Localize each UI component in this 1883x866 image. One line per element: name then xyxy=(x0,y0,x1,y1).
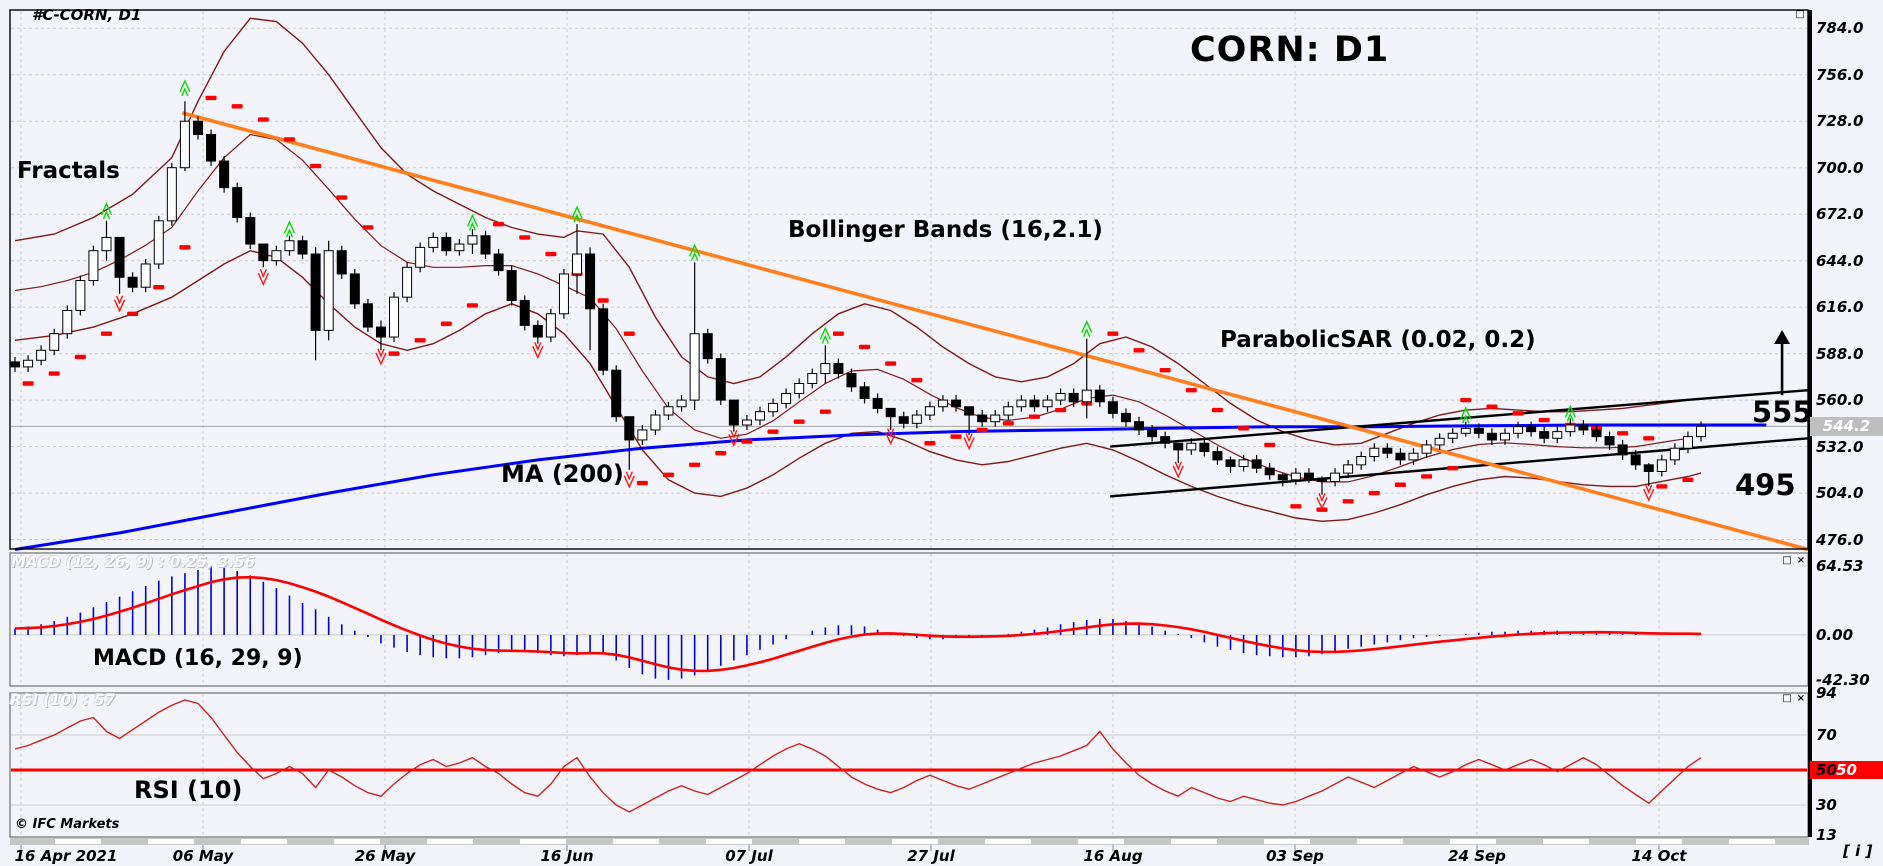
price-axis-label: 672.0 xyxy=(1816,205,1864,224)
ma200-line xyxy=(14,423,1767,551)
price-axis-label: 616.0 xyxy=(1816,298,1864,317)
horizontal-scrollbar[interactable] xyxy=(10,838,1809,845)
annotation-parabolic-sar: ParabolicSAR (0.02, 0.2) xyxy=(1220,327,1536,353)
scrollbar-segment[interactable] xyxy=(1171,839,1217,844)
current-price-tag: 544.2 xyxy=(1810,417,1883,436)
up-arrow xyxy=(1774,330,1791,396)
price-axis-label: 644.0 xyxy=(1816,251,1864,270)
scrollbar-segment[interactable] xyxy=(427,839,473,844)
price-axis-label: 784.0 xyxy=(1816,19,1864,38)
scrollbar-segment[interactable] xyxy=(1357,839,1403,844)
symbol-label: #C-CORN, D1 xyxy=(32,6,142,24)
time-axis-label: 14 Oct xyxy=(1631,847,1687,865)
scrollbar-segment[interactable] xyxy=(706,839,752,844)
scrollbar-segment[interactable] xyxy=(892,839,938,844)
price-axis-label: 476.0 xyxy=(1816,530,1864,549)
annotation-ma: MA (200) xyxy=(501,460,624,488)
price-axis-label: 588.0 xyxy=(1816,344,1864,363)
scrollbar-segment[interactable] xyxy=(241,839,287,844)
rsi-close-button[interactable]: × xyxy=(1796,693,1806,704)
main-restore-button[interactable]: □ xyxy=(1795,9,1805,20)
panel-borders xyxy=(9,9,1812,851)
macd-restore-button[interactable]: □ xyxy=(1782,555,1792,566)
chart-title: CORN: D1 xyxy=(1190,30,1390,70)
macd-panel-series xyxy=(14,566,1702,680)
watermark: © IFC Markets xyxy=(15,817,120,832)
scrollbar-segment[interactable] xyxy=(1543,839,1589,844)
level-label-555: 555 xyxy=(1752,395,1813,429)
time-axis-label: 24 Sep xyxy=(1448,847,1506,865)
scrollbar-segment[interactable] xyxy=(985,839,1031,844)
time-axis-label: 16 Aug xyxy=(1083,847,1143,865)
level-label-495: 495 xyxy=(1735,468,1796,502)
time-axis-label: 03 Sep xyxy=(1266,847,1324,865)
price-axis-label: 756.0 xyxy=(1816,65,1864,84)
scrollbar-segment[interactable] xyxy=(613,839,659,844)
macd-axis-label: 64.53 xyxy=(1816,557,1864,576)
macd-axis-label: 0.00 xyxy=(1816,625,1854,644)
rsi-indicator-header: RSI (10) : 57 xyxy=(10,691,116,709)
scrollbar-segment[interactable] xyxy=(1450,839,1496,844)
annotation-bollinger: Bollinger Bands (16,2.1) xyxy=(788,217,1103,243)
macd-axis-label: -42.30 xyxy=(1816,670,1870,689)
scrollbar-segment[interactable] xyxy=(1729,839,1775,844)
rsi-axis-label: 70 xyxy=(1816,725,1837,744)
rsi-axis-label: 94 xyxy=(1816,684,1837,702)
price-axis-label: 700.0 xyxy=(1816,158,1864,177)
scrollbar-segment[interactable] xyxy=(148,839,194,844)
parabolic-sar-dots xyxy=(22,95,1694,512)
price-axis-label: 504.0 xyxy=(1816,484,1864,503)
scrollbar-segment[interactable] xyxy=(799,839,845,844)
price-axis-label: 532.0 xyxy=(1816,437,1864,456)
scrollbar-segment[interactable] xyxy=(1264,839,1310,844)
info-corner-link[interactable]: [ i ] xyxy=(1843,842,1873,860)
time-axis-label: 16 Apr 2021 xyxy=(14,847,118,865)
macd-close-button[interactable]: × xyxy=(1796,555,1806,566)
time-axis-label: 26 May xyxy=(354,847,416,865)
macd-indicator-header: MACD (12, 26, 9) : 0.25, 3.56 xyxy=(11,553,255,571)
fractal-arrows xyxy=(100,79,1655,511)
time-axis-label: 07 Jul xyxy=(725,847,773,865)
price-axis-label: 560.0 xyxy=(1816,391,1864,410)
time-axis-label: 16 Jun xyxy=(540,847,594,865)
price-axis-label: 728.0 xyxy=(1816,112,1864,131)
rsi-axis-label: 50 xyxy=(1816,760,1837,779)
time-axis-label: 27 Jul xyxy=(907,847,955,865)
scrollbar-segment[interactable] xyxy=(55,839,101,844)
rsi-axis-label: 30 xyxy=(1816,795,1837,814)
annotation-macd: MACD (16, 29, 9) xyxy=(93,646,303,671)
scrollbar-segment[interactable] xyxy=(1636,839,1682,844)
annotation-fractals: Fractals xyxy=(17,158,120,184)
scrollbar-segment[interactable] xyxy=(1078,839,1124,844)
time-axis-label: 06 May xyxy=(172,847,234,865)
rsi-series xyxy=(14,699,1702,813)
annotation-rsi: RSI (10) xyxy=(134,776,243,804)
scrollbar-segment[interactable] xyxy=(520,839,566,844)
rsi-level-tag: 50 xyxy=(1810,761,1883,779)
candles xyxy=(10,101,1707,495)
scrollbar-segment[interactable] xyxy=(334,839,380,844)
rsi-restore-button[interactable]: □ xyxy=(1782,693,1792,704)
rsi-axis-label: 13 xyxy=(1816,825,1837,844)
